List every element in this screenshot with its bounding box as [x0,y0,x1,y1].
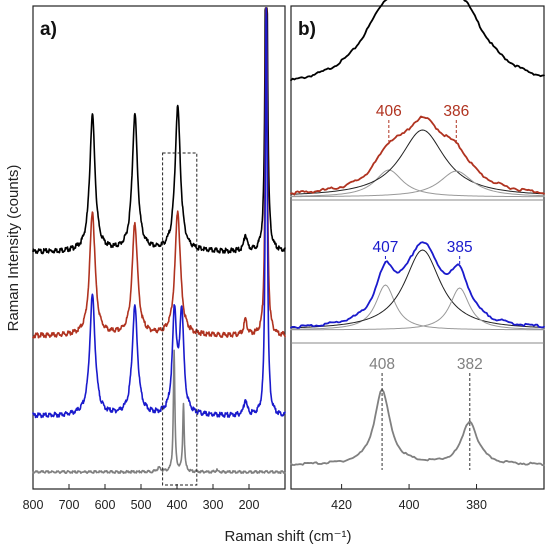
highlight-box [162,152,198,486]
panel-b-series-line [290,388,545,467]
panel-b-series-line [290,0,545,82]
panel-a-x-axis: 800 700 600 500 400 300 200 [23,484,260,512]
panel-a-label: a) [40,19,57,40]
panel-a-series-line [32,7,286,339]
panel-a-series-line [32,349,286,474]
panel-a-series-line [32,7,286,255]
panel-b-x-tick-label: 380 [466,498,487,512]
peak-label: 407 [373,239,399,256]
panel-a-x-tick-label: 500 [131,498,152,512]
panel-b-fit-peak [290,249,545,329]
panel-a-x-tick-label: 800 [23,498,44,512]
peak-label: 386 [443,103,469,120]
peak-label: 385 [447,239,473,256]
panel-b-x-tick-label: 420 [331,498,352,512]
panel-a-x-tick-label: 300 [203,498,224,512]
x-axis-label: Raman shift (cm⁻¹) [224,528,351,545]
panel-b-series-line [290,115,545,196]
panel-b-traces: 406 386 407 385 408 382 [290,0,545,470]
panel-b-series-line [290,241,545,329]
panel-a-traces [32,7,286,474]
panel-a-series-line [32,7,286,419]
panel-b-fit-peak [290,284,545,331]
peak-label: 382 [457,356,483,373]
panel-a-x-tick-label: 400 [167,498,188,512]
panel-b-fit-peak [290,287,545,331]
panel-b-fit-peak [290,129,545,195]
panel-b-label: b) [298,19,316,40]
y-axis-label: Raman Intensity (counts) [5,165,22,332]
panel-b-x-tick-label: 400 [399,498,420,512]
peak-label: 408 [369,356,395,373]
panel-b-x-axis: 420 400 380 [291,199,544,512]
panel-b-fit-peak [290,170,545,198]
peak-label: 406 [376,103,402,120]
panel-a-x-tick-label: 200 [239,498,260,512]
panel-a-x-tick-label: 700 [59,498,80,512]
panel-b-fit-peak [290,169,545,198]
panel-a-x-tick-label: 600 [95,498,116,512]
panel-b-frame [290,5,545,490]
